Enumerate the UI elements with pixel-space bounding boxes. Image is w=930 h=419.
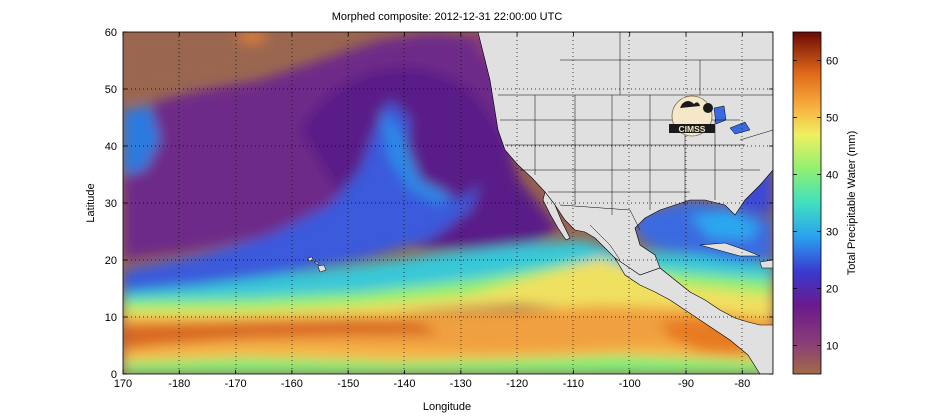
cimss-logo-text: CIMSS [679, 124, 706, 134]
colorbar-scale [792, 31, 822, 375]
x-tick-label: -180 [168, 378, 190, 390]
x-tick-label: -130 [450, 378, 472, 390]
x-axis-label: Longitude [423, 401, 471, 413]
map-title: Morphed composite: 2012-12-31 22:00:00 U… [332, 11, 563, 23]
colorbar-tick-label: 60 [826, 56, 838, 68]
colorbar-tick-label: 50 [826, 113, 838, 125]
y-tick-label: 40 [105, 141, 117, 153]
hawaii-islands [307, 256, 327, 273]
colorbar-tick-label: 20 [826, 284, 838, 296]
x-tick-label: -80 [734, 378, 750, 390]
hispaniola-island [759, 259, 773, 269]
x-tick-label: -160 [281, 378, 303, 390]
colorbar-tick-label: 40 [826, 170, 838, 182]
x-tick-label: -90 [678, 378, 694, 390]
y-tick-label: 60 [105, 27, 117, 39]
x-tick-label: -110 [563, 378, 584, 390]
x-tick-label: -150 [337, 378, 359, 390]
x-tick-label: 170 [114, 378, 132, 390]
y-axis-label: Latitude [85, 183, 97, 222]
x-tick-label: -170 [225, 378, 247, 390]
y-tick-label: 30 [105, 198, 117, 210]
x-tick-label: -120 [506, 378, 528, 390]
x-tick-label: -100 [619, 378, 641, 390]
cimss-logo: CIMSS [669, 95, 715, 137]
colorbar-tick-label: 10 [826, 341, 838, 353]
colorbar-ticks: 10 20 30 40 50 60 [793, 56, 838, 353]
y-tick-label: 10 [105, 312, 117, 324]
y-tick-label: 0 [111, 369, 117, 381]
colorbar: 10 20 30 40 50 60 Total Precipitable Water (m… [792, 31, 858, 375]
y-axis-ticks: 0 10 20 30 40 50 60 [105, 27, 773, 381]
graticule [123, 32, 773, 374]
map-area: CIMSS [123, 32, 773, 374]
baja-california [542, 191, 571, 241]
x-tick-label: -140 [393, 378, 415, 390]
x-axis-ticks: 170 -180 -170 -160 -150 -140 -130 -120 -110 -100 -… [114, 32, 750, 390]
cuba-island [699, 242, 761, 257]
y-tick-label: 50 [105, 84, 117, 96]
colorbar-label: Total Precipitable Water (mm) [846, 131, 858, 275]
y-tick-label: 20 [105, 255, 117, 267]
colorbar-tick-label: 30 [826, 227, 838, 239]
